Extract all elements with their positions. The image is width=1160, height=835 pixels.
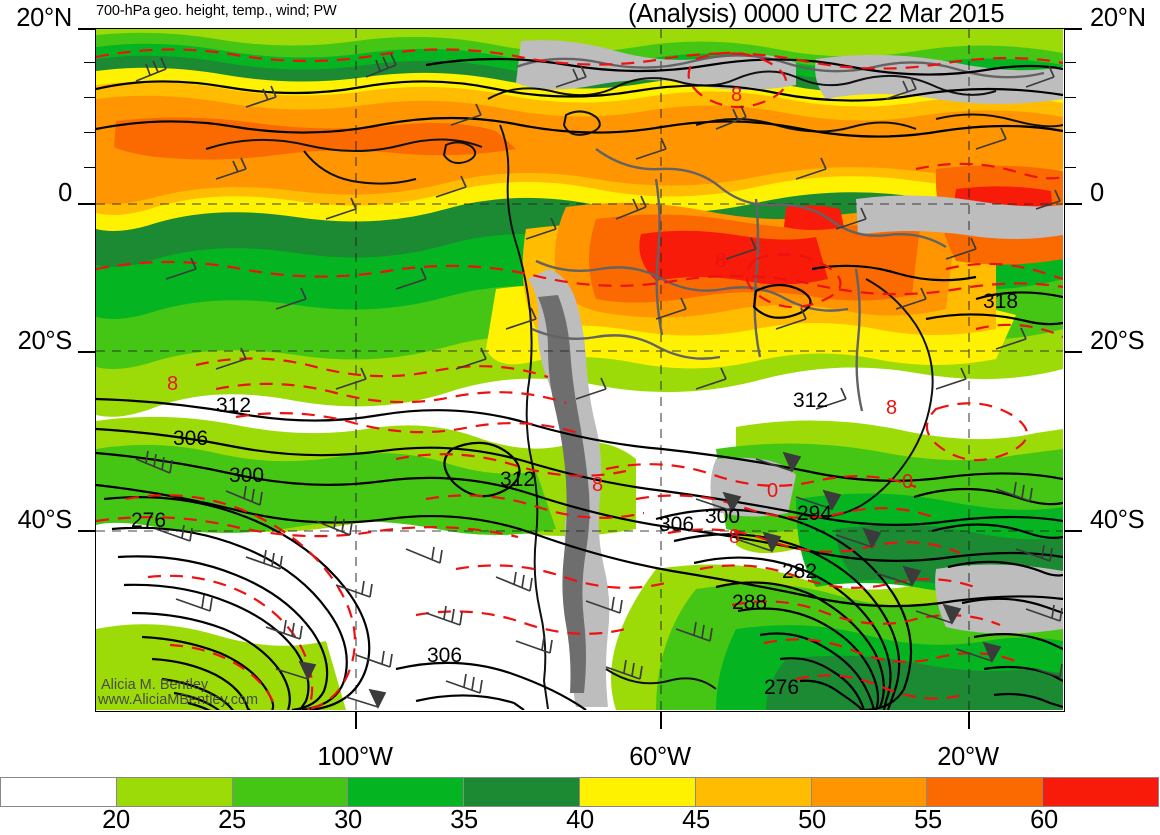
lat-tick-left-0 (78, 28, 95, 30)
height-label-276a: 276 (131, 509, 166, 532)
lon-tick-1 (660, 712, 662, 729)
height-label-312a: 312 (216, 394, 251, 417)
temp-label-8a: 8 (731, 84, 742, 106)
lat-tick-minor-r2 (1065, 132, 1076, 134)
temp-label-8b: 8 (715, 250, 726, 272)
height-label-312c: 312 (793, 389, 828, 412)
lon-tick-0 (355, 712, 357, 729)
attribution-name: Alicia M. Bentley (101, 677, 209, 693)
height-label-300b: 300 (705, 505, 740, 528)
height-label-306b: 306 (659, 513, 694, 536)
colorbar-segment-7 (811, 778, 928, 806)
lat-tick-left-3 (78, 530, 95, 532)
colorbar-tick-5: 45 (682, 806, 710, 834)
temperature-contours (96, 48, 1063, 710)
lat-tick-minor-l1 (84, 97, 95, 99)
colorbar-segment-5 (579, 778, 696, 806)
temperature-contour-labels: 8 8 8 8 8 8 0 0 (167, 84, 913, 548)
temp-label-8f: 8 (729, 526, 740, 548)
temp-label-0b: 0 (902, 471, 913, 493)
coastlines (205, 70, 1063, 710)
height-label-294: 294 (797, 502, 832, 525)
lat-tick-minor-l0 (84, 62, 95, 64)
height-contours (96, 57, 1063, 710)
colorbar[interactable] (0, 777, 1159, 807)
lon-label-0: 100°W (317, 743, 393, 771)
height-label-306c: 306 (427, 644, 462, 667)
colorbar-segment-2 (232, 778, 349, 806)
lat-tick-minor-l3 (84, 167, 95, 169)
colorbar-segment-0 (1, 778, 117, 806)
lat-label-right-3: 40°S (1090, 506, 1145, 534)
colorbar-tick-1: 25 (218, 806, 246, 834)
colorbar-segment-3 (348, 778, 465, 806)
figure-right-title: (Analysis) 0000 UTC 22 Mar 2015 (628, 0, 1005, 28)
height-label-312b: 312 (500, 468, 535, 491)
colorbar-tick-3: 35 (450, 806, 478, 834)
height-label-300a: 300 (229, 464, 264, 487)
colorbar-tick-8: 60 (1030, 806, 1058, 834)
temp-label-8e: 8 (592, 474, 603, 496)
lat-tick-minor-r3 (1065, 167, 1076, 169)
figure-left-title: 700-hPa geo. height, temp., wind; PW (96, 3, 337, 19)
lat-tick-minor-r0 (1065, 62, 1076, 64)
lat-label-right-2: 20°S (1090, 327, 1145, 355)
country-borders (515, 54, 1045, 412)
lon-label-2: 20°W (937, 743, 999, 771)
colorbar-segment-8 (927, 778, 1044, 806)
temp-label-8d: 8 (167, 373, 178, 395)
colorbar-tick-0: 20 (102, 806, 130, 834)
height-contour-labels: 318 312 312 312 306 306 306 300 300 294 … (131, 290, 1018, 699)
lat-tick-minor-l2 (84, 132, 95, 134)
map-panel[interactable]: 318 312 312 312 306 306 306 300 300 294 … (95, 28, 1065, 712)
lon-tick-2 (968, 712, 970, 729)
colorbar-tick-2: 30 (334, 806, 362, 834)
lat-label-left-0: 20°N (16, 4, 72, 32)
lat-label-left-3: 40°S (17, 506, 73, 534)
lat-label-right-0: 20°N (1090, 4, 1146, 32)
colorbar-segment-4 (464, 778, 580, 806)
lon-label-1: 60°W (629, 743, 691, 771)
colorbar-tick-7: 55 (914, 806, 942, 834)
height-label-306a: 306 (173, 427, 208, 450)
lat-label-left-2: 20°S (17, 327, 73, 355)
wind-barbs (135, 53, 1063, 709)
temp-label-8c: 8 (886, 397, 897, 419)
lat-tick-right-0 (1065, 28, 1082, 30)
map-gridlines (96, 29, 1063, 710)
colorbar-segment-6 (695, 778, 812, 806)
lat-tick-left-2 (78, 351, 95, 353)
attribution-website: www.AliciaMBentley.com (98, 692, 259, 708)
colorbar-tick-labels: 20 25 30 35 40 45 50 55 60 (0, 806, 1159, 834)
colorbar-segment-9 (1043, 778, 1158, 806)
lat-tick-right-3 (1065, 530, 1082, 532)
height-label-282: 282 (782, 560, 817, 583)
height-label-318: 318 (983, 290, 1018, 313)
height-label-288: 288 (732, 591, 767, 614)
colorbar-tick-4: 40 (566, 806, 594, 834)
lat-label-left-1: 0 (58, 179, 72, 207)
lat-tick-right-2 (1065, 351, 1082, 353)
lat-tick-right-1 (1065, 203, 1082, 205)
colorbar-segment-1 (116, 778, 233, 806)
lat-tick-minor-r1 (1065, 97, 1076, 99)
height-label-276b: 276 (764, 676, 799, 699)
colorbar-tick-6: 50 (798, 806, 826, 834)
lat-label-right-1: 0 (1090, 179, 1104, 207)
temp-label-0a: 0 (767, 480, 778, 502)
lat-tick-left-1 (78, 203, 95, 205)
